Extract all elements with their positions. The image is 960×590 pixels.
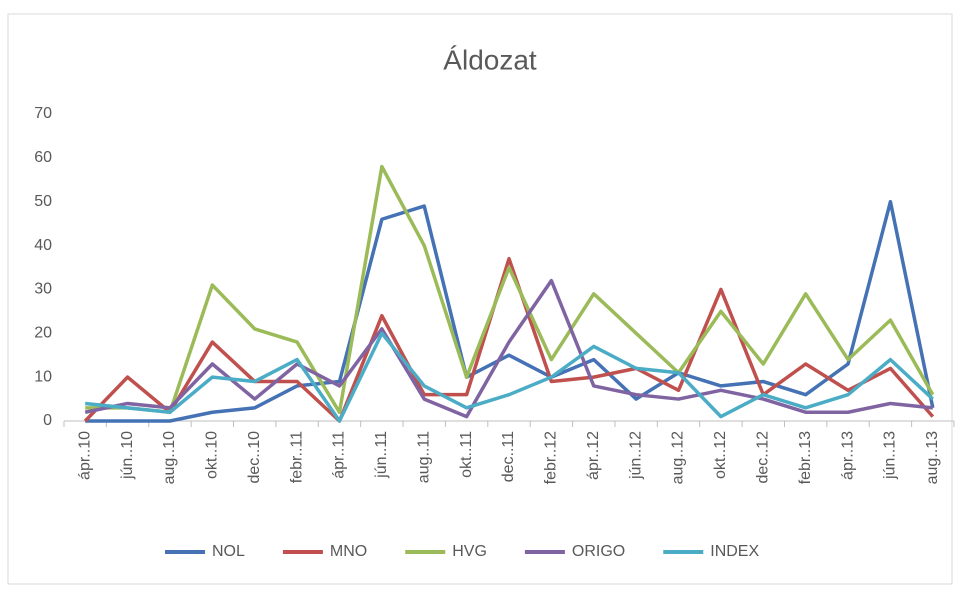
- legend-label: MNO: [330, 543, 367, 560]
- legend-label: HVG: [452, 543, 487, 560]
- x-tick-label: ápr..13: [839, 431, 856, 480]
- x-tick-label: jún..13: [882, 431, 899, 480]
- legend-label: INDEX: [710, 543, 759, 560]
- x-tick-label: aug..10: [161, 431, 178, 484]
- x-tick-label: dec..10: [246, 431, 263, 484]
- series-line: [85, 331, 935, 423]
- series-line: [85, 164, 935, 414]
- chart-frame: [7, 13, 953, 585]
- x-tick-label: dec..11: [500, 431, 517, 482]
- x-tick-label: okt..12: [712, 431, 729, 479]
- x-tick-label: okt..11: [458, 431, 475, 478]
- x-tick-label: jún..12: [627, 431, 644, 480]
- series-line: [84, 278, 933, 419]
- legend-label: NOL: [212, 543, 245, 560]
- x-tick-label: febr..13: [797, 431, 814, 484]
- y-tick-label: 40: [34, 237, 52, 254]
- series-line: [83, 256, 935, 423]
- y-tick-label: 70: [34, 105, 52, 122]
- legend-label: ORIGO: [572, 543, 625, 560]
- y-tick-label: 20: [34, 325, 52, 342]
- x-tick-label: jún..10: [119, 431, 136, 480]
- y-tick-label: 30: [34, 281, 52, 298]
- y-tick-label: 0: [43, 412, 52, 429]
- y-tick-label: 50: [34, 193, 52, 210]
- x-tick-label: aug..11: [415, 431, 432, 483]
- chart-title: Áldozat: [443, 44, 537, 75]
- y-tick-label: 10: [34, 368, 52, 385]
- x-tick-label: ápr..12: [585, 431, 602, 480]
- x-tick-label: febr..11: [288, 431, 305, 483]
- x-tick-label: febr..12: [543, 431, 560, 484]
- x-tick-label: ápr..10: [76, 431, 93, 480]
- x-tick-label: okt..10: [204, 431, 221, 479]
- x-tick-label: aug..13: [924, 431, 941, 484]
- y-tick-label: 60: [34, 149, 52, 166]
- x-tick-label: aug..12: [670, 431, 687, 484]
- x-tick-label: dec..12: [755, 431, 772, 484]
- series-line: [85, 199, 935, 423]
- x-tick-label: ápr..11: [331, 431, 348, 479]
- x-tick-label: jún..11: [373, 431, 390, 479]
